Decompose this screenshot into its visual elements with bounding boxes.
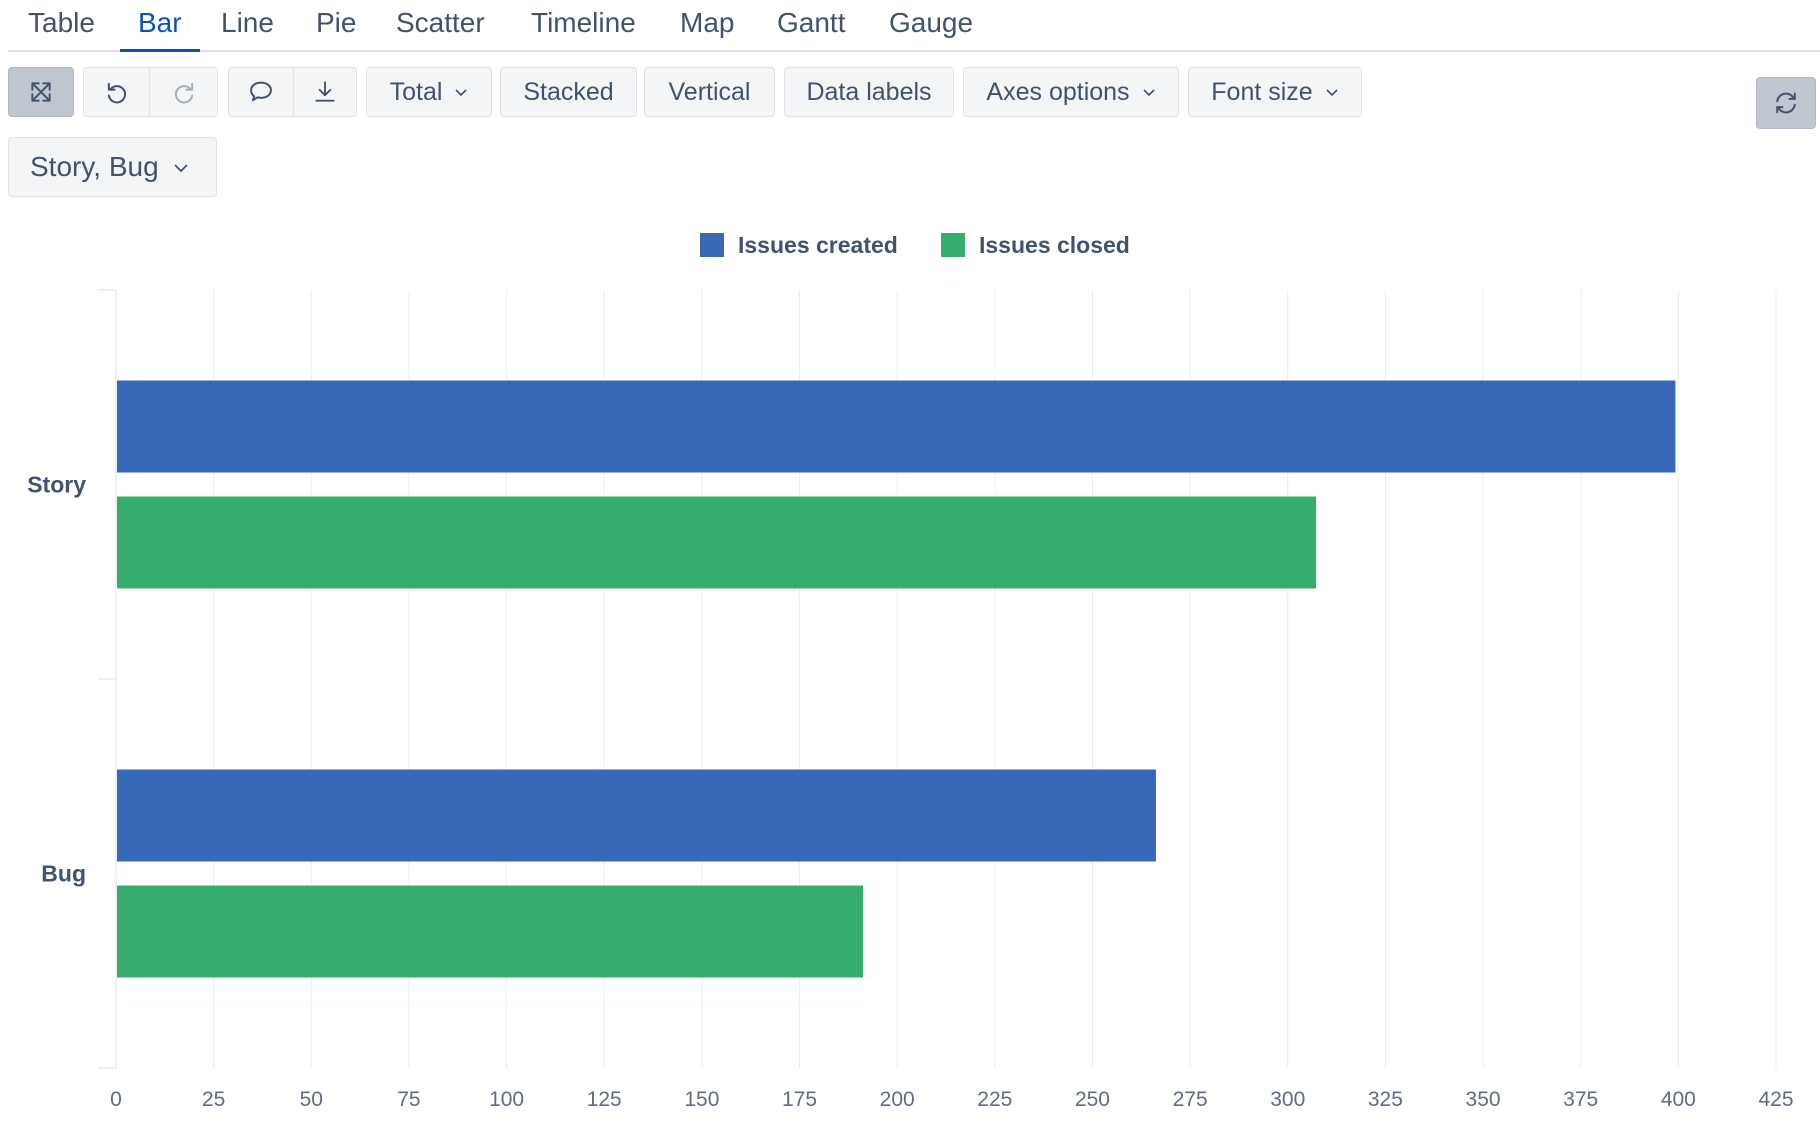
x-tick-label: 150: [684, 1088, 719, 1111]
x-tick-label: 50: [300, 1088, 323, 1111]
issue-type-filter[interactable]: Story, Bug: [8, 137, 217, 197]
tab-timeline[interactable]: Timeline: [531, 7, 636, 38]
chart-bars: [117, 380, 1676, 978]
x-tick-label: 300: [1270, 1088, 1305, 1111]
bar-story-closed[interactable]: [117, 496, 1317, 589]
chevron-down-icon: [173, 162, 189, 173]
x-tick-label: 125: [587, 1088, 622, 1111]
data-labels-label: Data labels: [806, 77, 932, 106]
x-tick-label: 225: [977, 1088, 1012, 1111]
x-tick-label: 175: [782, 1088, 817, 1111]
legend-label-closed: Issues closed: [979, 231, 1130, 258]
font-size-dropdown[interactable]: Font size: [1188, 67, 1362, 117]
data-labels-button[interactable]: Data labels: [784, 67, 954, 117]
total-label: Total: [389, 77, 443, 106]
axes-options-dropdown[interactable]: Axes options: [963, 67, 1179, 117]
bar-story-created[interactable]: [117, 380, 1676, 473]
expand-icon: [31, 82, 51, 102]
x-tick-label: 375: [1563, 1088, 1598, 1111]
bar-bug-closed[interactable]: [117, 885, 864, 978]
chevron-down-icon: [1325, 87, 1339, 97]
x-tick-label: 75: [397, 1088, 420, 1111]
refresh-icon: [1776, 92, 1796, 114]
undo-icon: [107, 82, 126, 104]
tab-gauge[interactable]: Gauge: [889, 7, 974, 38]
redo-icon: [174, 82, 193, 104]
x-tick-label: 0: [110, 1088, 122, 1111]
tab-line[interactable]: Line: [221, 7, 274, 38]
x-tick-label: 425: [1758, 1088, 1793, 1111]
legend-label-created: Issues created: [738, 231, 898, 258]
tab-gantt[interactable]: Gantt: [777, 7, 846, 38]
legend-item-issues-created[interactable]: Issues created: [700, 230, 898, 260]
x-axis-labels: 0 25 50 75 100 125 150 175 200 225 250 275 300 325 350…: [110, 1088, 1793, 1111]
tab-table[interactable]: Table: [28, 7, 95, 38]
y-category-label: Story: [27, 472, 86, 498]
y-category-label: Bug: [41, 861, 86, 887]
tab-map[interactable]: Map: [680, 7, 735, 38]
font-size-label: Font size: [1211, 77, 1313, 106]
stacked-button[interactable]: Stacked: [500, 67, 637, 117]
x-tick-label: 275: [1173, 1088, 1208, 1111]
legend-swatch-closed: [941, 233, 965, 257]
y-axis-labels: Story Bug: [27, 472, 86, 887]
comment-icon: [250, 81, 272, 102]
vertical-button[interactable]: Vertical: [644, 67, 775, 117]
chevron-down-icon: [454, 87, 468, 97]
chevron-down-icon: [1142, 87, 1156, 97]
x-tick-label: 25: [202, 1088, 225, 1111]
fullscreen-button[interactable]: [8, 67, 74, 117]
vertical-label: Vertical: [668, 77, 751, 106]
chart-grid: [98, 289, 1777, 1069]
legend-item-issues-closed[interactable]: Issues closed: [941, 230, 1130, 260]
tab-pie[interactable]: Pie: [316, 7, 357, 38]
refresh-button[interactable]: [1756, 77, 1816, 129]
x-tick-label: 400: [1661, 1088, 1696, 1111]
redo-button[interactable]: [150, 67, 218, 117]
axes-options-label: Axes options: [986, 77, 1130, 106]
x-tick-label: 100: [489, 1088, 524, 1111]
bar-bug-created[interactable]: [117, 769, 1156, 862]
tab-scatter[interactable]: Scatter: [396, 7, 485, 38]
download-button[interactable]: [294, 67, 357, 117]
x-tick-label: 250: [1075, 1088, 1110, 1111]
undo-button[interactable]: [83, 67, 150, 117]
total-dropdown[interactable]: Total: [366, 67, 492, 117]
comment-button[interactable]: [228, 67, 294, 117]
stacked-label: Stacked: [523, 77, 614, 106]
tab-bar[interactable]: Bar: [120, 0, 199, 52]
x-tick-label: 325: [1368, 1088, 1403, 1111]
x-tick-label: 200: [880, 1088, 915, 1111]
legend-swatch-created: [700, 233, 724, 257]
chart-type-tabs: Table Bar Line Pie Scatter Timeline Map …: [8, 0, 1820, 52]
download-icon: [315, 81, 335, 102]
x-tick-label: 350: [1466, 1088, 1501, 1111]
issue-type-filter-value: Story, Bug: [30, 151, 159, 182]
